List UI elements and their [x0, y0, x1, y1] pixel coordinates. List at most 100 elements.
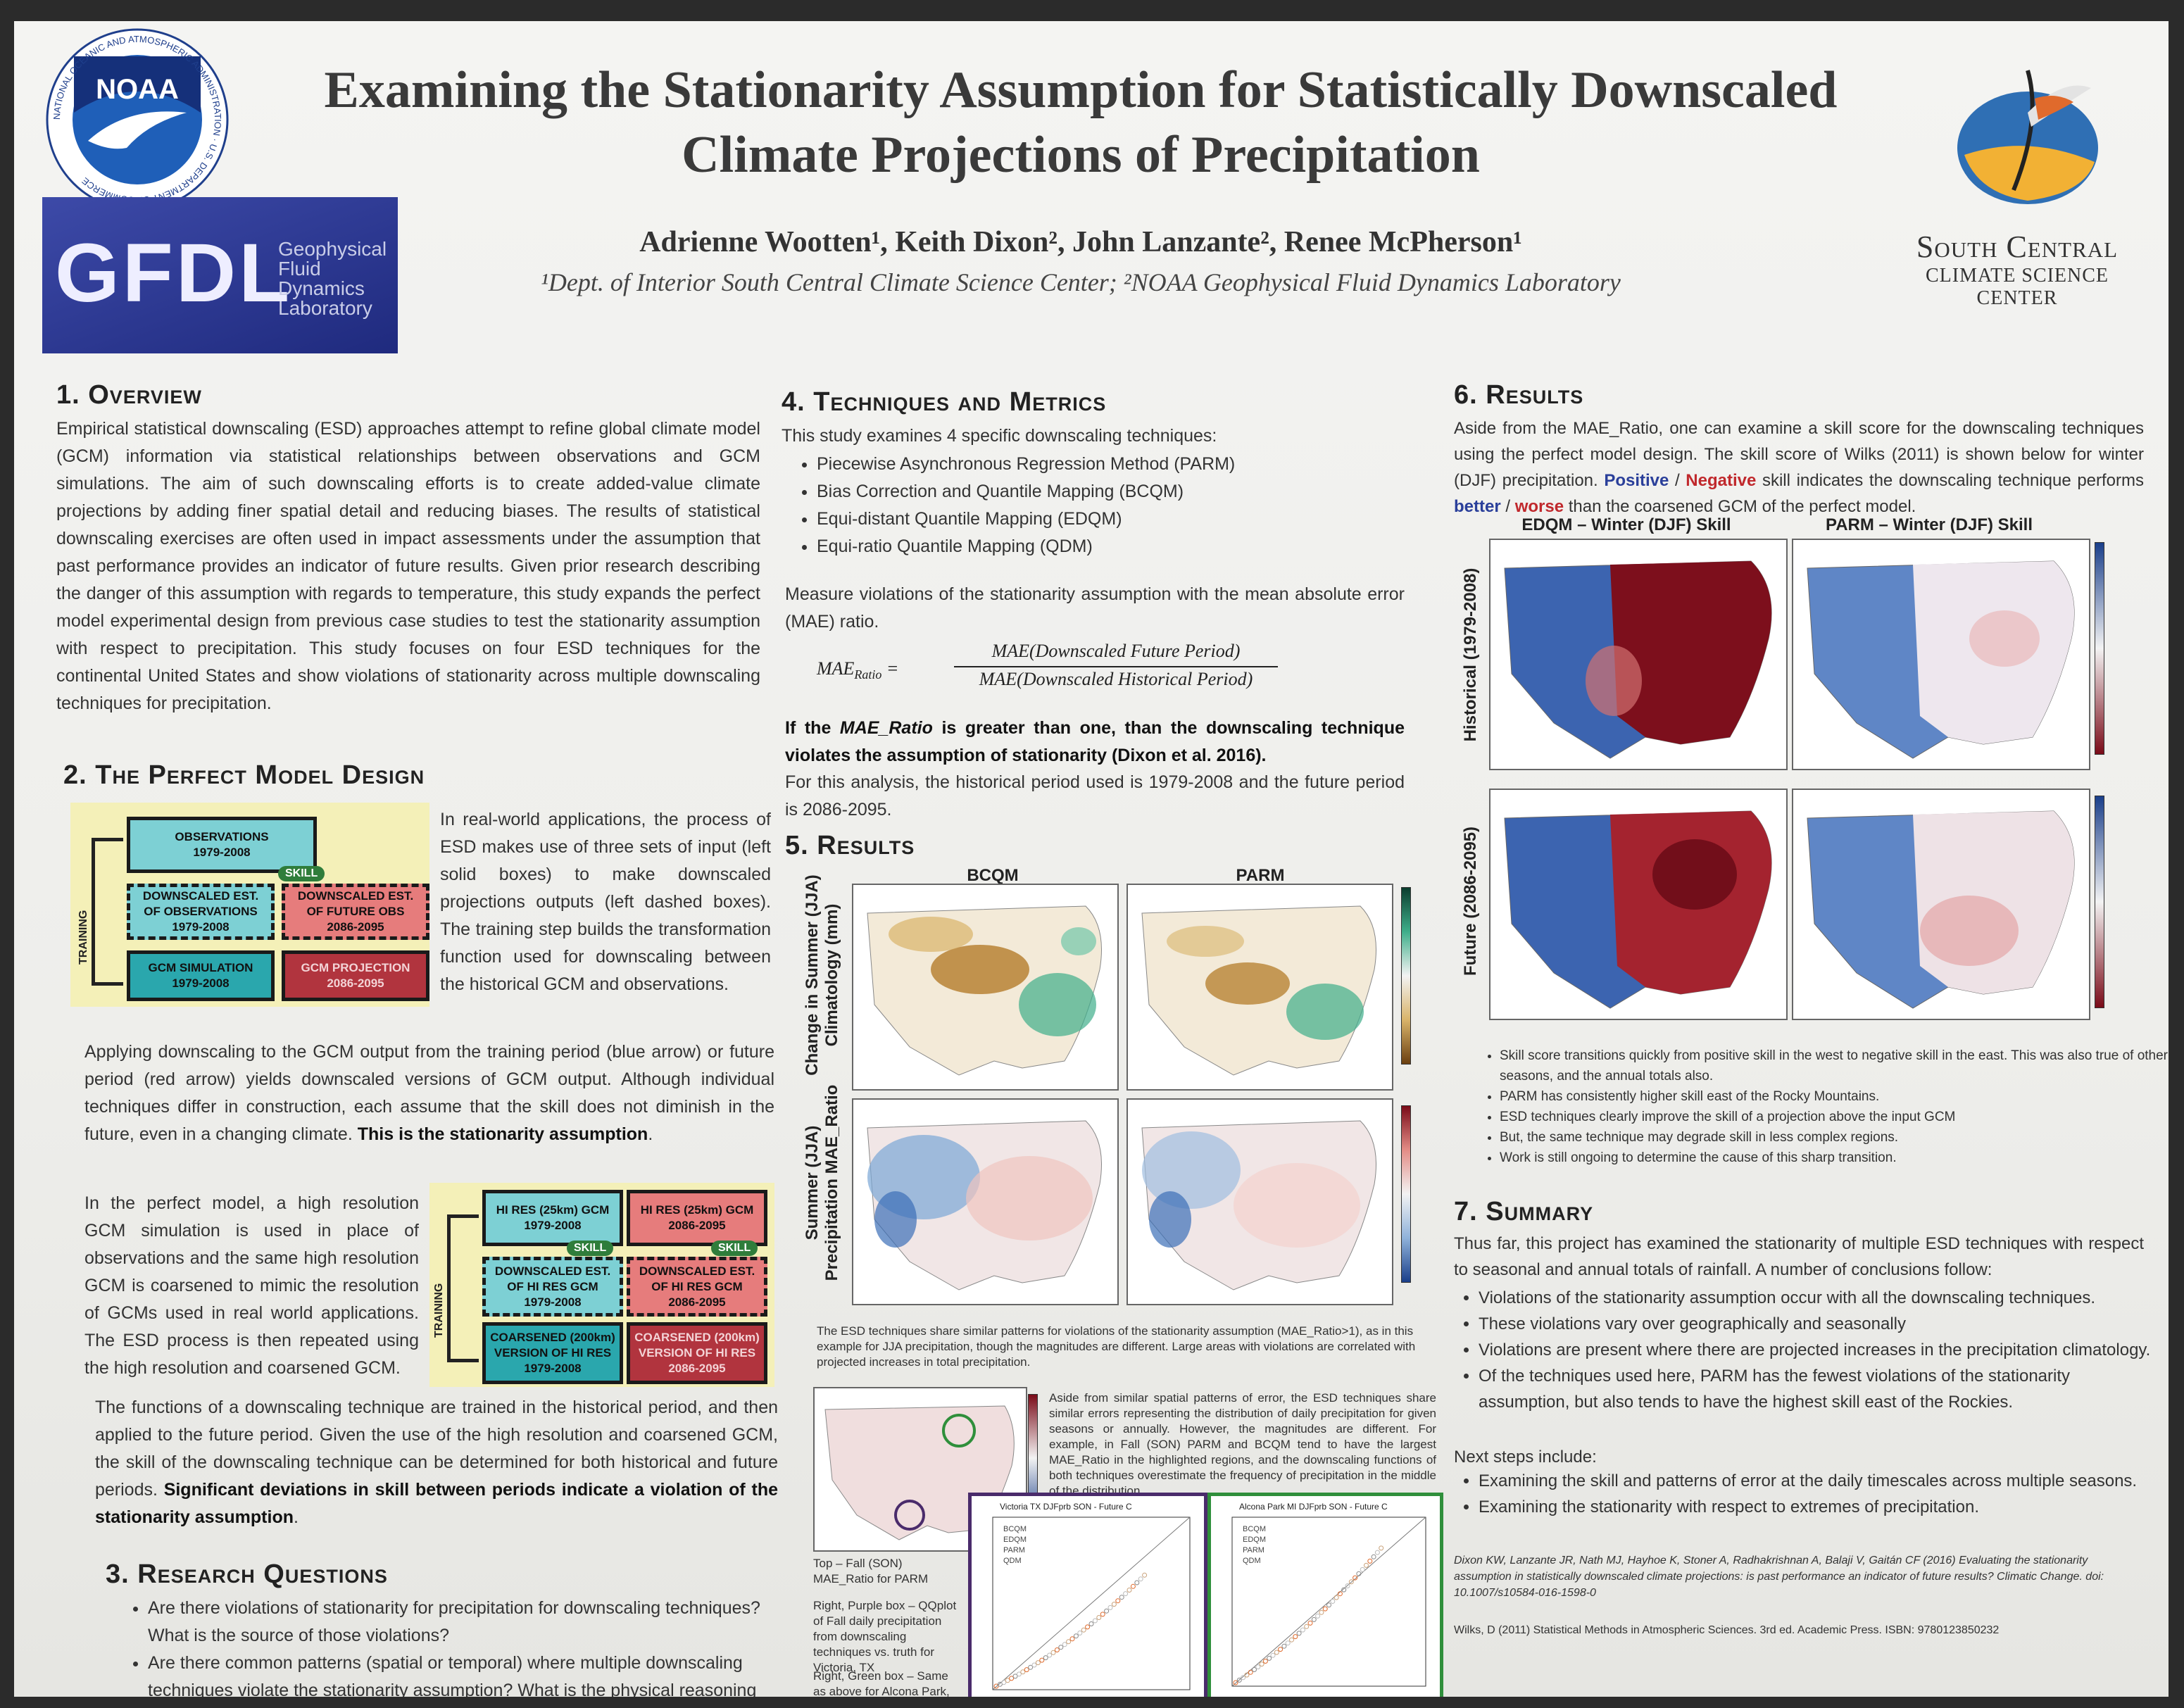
heading-results-5: 5. Results	[785, 831, 915, 860]
heading-techniques: 4. Techniques and Metrics	[782, 387, 1107, 417]
qq-point	[1126, 1588, 1132, 1593]
training-bracket-1	[92, 838, 123, 986]
colorbar-mae-ratio	[1401, 1105, 1411, 1283]
perfect-model-diagram-1: OBSERVATIONS 1979-2008 SKILL DOWNSCALED …	[70, 803, 429, 1007]
stationarity-rule: If the MAE_Ratio is greater than one, th…	[785, 718, 1405, 765]
colorbar-skill-hist	[2095, 542, 2104, 755]
box-hires-hist: HI RES (25km) GCM 1979-2008	[482, 1190, 623, 1246]
purple-box-label: Right, Purple box – QQplot of Fall daily…	[813, 1599, 957, 1674]
qq-point	[1016, 1671, 1022, 1677]
sccsc-emblem	[1943, 49, 2105, 211]
qq-point	[1028, 1664, 1034, 1670]
reference-dixon: Dixon KW, Lanzante JR, Nath MJ, Hayhoe K…	[1454, 1555, 2104, 1599]
qqplot-alcona: Alcona Park MI DJFprb SON - Future C BCQ…	[1207, 1493, 1443, 1697]
negative-word: Negative	[1686, 471, 1757, 490]
qq-point	[1374, 1550, 1380, 1555]
qq-point	[1130, 1583, 1136, 1589]
list-item: Equi-distant Quantile Mapping (EDQM)	[817, 506, 1436, 533]
poster: NOAA NATIONAL OCEANIC AND ATMOSPHERIC AD…	[14, 21, 2169, 1697]
qq-point	[1035, 1660, 1041, 1666]
para2-emphasis: This is the stationarity assumption	[357, 1124, 648, 1144]
qq-point	[1307, 1620, 1313, 1626]
para4-text: The functions of a downscaling technique…	[95, 1398, 778, 1500]
results5-col-bcqm: BCQM	[967, 866, 1019, 885]
qq-point	[1115, 1598, 1121, 1604]
formula-denominator: MAE(Downscaled Historical Period)	[979, 669, 1253, 689]
qq-point	[1364, 1562, 1369, 1568]
results6-row2-label: Future (2086-2095)	[1461, 826, 1480, 977]
legend-edqm: EDQM	[1003, 1536, 1027, 1544]
results5-row1-label: Change in Summer (JJA) Climatology (mm)	[803, 874, 841, 1076]
perfect-model-para2: Applying downscaling to the GCM output f…	[84, 1038, 774, 1148]
list-item: These violations vary over geographicall…	[1479, 1311, 2165, 1337]
para4-emphasis: Significant deviations in skill between …	[95, 1480, 778, 1527]
results6-col-edqm: EDQM – Winter (DJF) Skill	[1521, 515, 1731, 534]
qq-point	[1371, 1554, 1376, 1559]
results5-side-text: Aside from similar spatial patterns of e…	[1049, 1391, 1436, 1497]
qq-point	[1138, 1576, 1143, 1582]
rule-term: MAE_Ratio	[839, 718, 933, 738]
qqplot-victoria-axes	[992, 1517, 1191, 1690]
qq-point	[1020, 1669, 1026, 1675]
qq-point	[1255, 1664, 1261, 1670]
map-edqm-future-skill	[1489, 789, 1788, 1020]
map-bcqm-climatology	[852, 884, 1119, 1091]
legend-parm: PARM	[1243, 1546, 1264, 1555]
qq-point	[1081, 1627, 1086, 1633]
list-item: But, the same technique may degrade skil…	[1500, 1127, 2169, 1148]
box-ds-observations: DOWNSCALED EST. OF OBSERVATIONS 1979-200…	[127, 884, 275, 940]
gfdl-line4: Laboratory	[278, 297, 372, 319]
qq-point	[1278, 1647, 1284, 1652]
para4-end: .	[294, 1507, 299, 1527]
qq-point	[1348, 1579, 1354, 1585]
better-word: better	[1454, 497, 1501, 516]
map-parm-mae-ratio	[1126, 1098, 1393, 1305]
worse-word: worse	[1514, 497, 1564, 516]
qq-point	[1274, 1650, 1279, 1655]
qqplot-victoria-title: Victoria TX DJFprb SON - Future C	[1000, 1502, 1132, 1512]
qqplot-alcona-legend: BCQM EDQM PARM QDM	[1243, 1524, 1266, 1566]
qq-point	[1248, 1669, 1253, 1675]
list-item: Piecewise Asynchronous Regression Method…	[817, 451, 1436, 478]
qq-point	[1009, 1676, 1015, 1681]
qq-point	[1252, 1667, 1257, 1672]
qq-point	[1341, 1587, 1347, 1593]
overview-body: Empirical statistical downscaling (ESD) …	[56, 419, 760, 713]
qq-point	[1047, 1652, 1053, 1658]
summary-intro: Thus far, this project has examined the …	[1454, 1234, 2144, 1279]
qq-point	[1043, 1655, 1048, 1661]
skill-tag-2b: SKILL	[711, 1241, 758, 1256]
noaa-logo: NOAA NATIONAL OCEANIC AND ATMOSPHERIC AD…	[42, 28, 232, 211]
qq-point	[1262, 1659, 1268, 1664]
map-bcqm-mae-ratio	[852, 1098, 1119, 1305]
para2-end: .	[648, 1124, 653, 1144]
qq-point	[997, 1681, 1003, 1687]
reference-wilks: Wilks, D (2011) Statistical Methods in A…	[1454, 1624, 2000, 1636]
qq-point	[1281, 1643, 1287, 1649]
perfect-model-para3: In the perfect model, a high resolution …	[84, 1193, 419, 1378]
qq-point	[1119, 1595, 1124, 1600]
legend-bcqm: BCQM	[1243, 1525, 1266, 1533]
qq-point	[1066, 1639, 1072, 1645]
qq-point	[1085, 1624, 1091, 1630]
list-item: Bias Correction and Quantile Mapping (BC…	[817, 478, 1436, 506]
list-item: Are there violations of stationarity for…	[148, 1595, 796, 1650]
qq-point	[1031, 1662, 1037, 1668]
qq-point	[1353, 1575, 1358, 1581]
qq-point	[1270, 1652, 1276, 1658]
qq-point	[1241, 1675, 1246, 1681]
qq-point	[1001, 1680, 1007, 1685]
box-ds-hires-hist: DOWNSCALED EST. OF HI RES GCM 1979-2008	[482, 1257, 623, 1317]
legend-qdm: QDM	[1243, 1557, 1261, 1565]
gfdl-line2: Fluid	[278, 258, 321, 280]
qq-point	[1267, 1655, 1272, 1661]
sccsc-line2: Climate Science Center	[1926, 265, 2109, 309]
qq-point	[1005, 1678, 1010, 1683]
box-gcm-projection: GCM PROJECTION 2086-2095	[282, 950, 429, 1001]
gfdl-wordmark: GFDL	[55, 227, 293, 320]
qq-point	[1058, 1645, 1064, 1650]
qq-point	[1345, 1583, 1350, 1588]
heading-research-questions: 3. Research Questions	[106, 1559, 388, 1589]
qq-point	[1285, 1640, 1291, 1646]
qq-point	[1259, 1662, 1264, 1667]
